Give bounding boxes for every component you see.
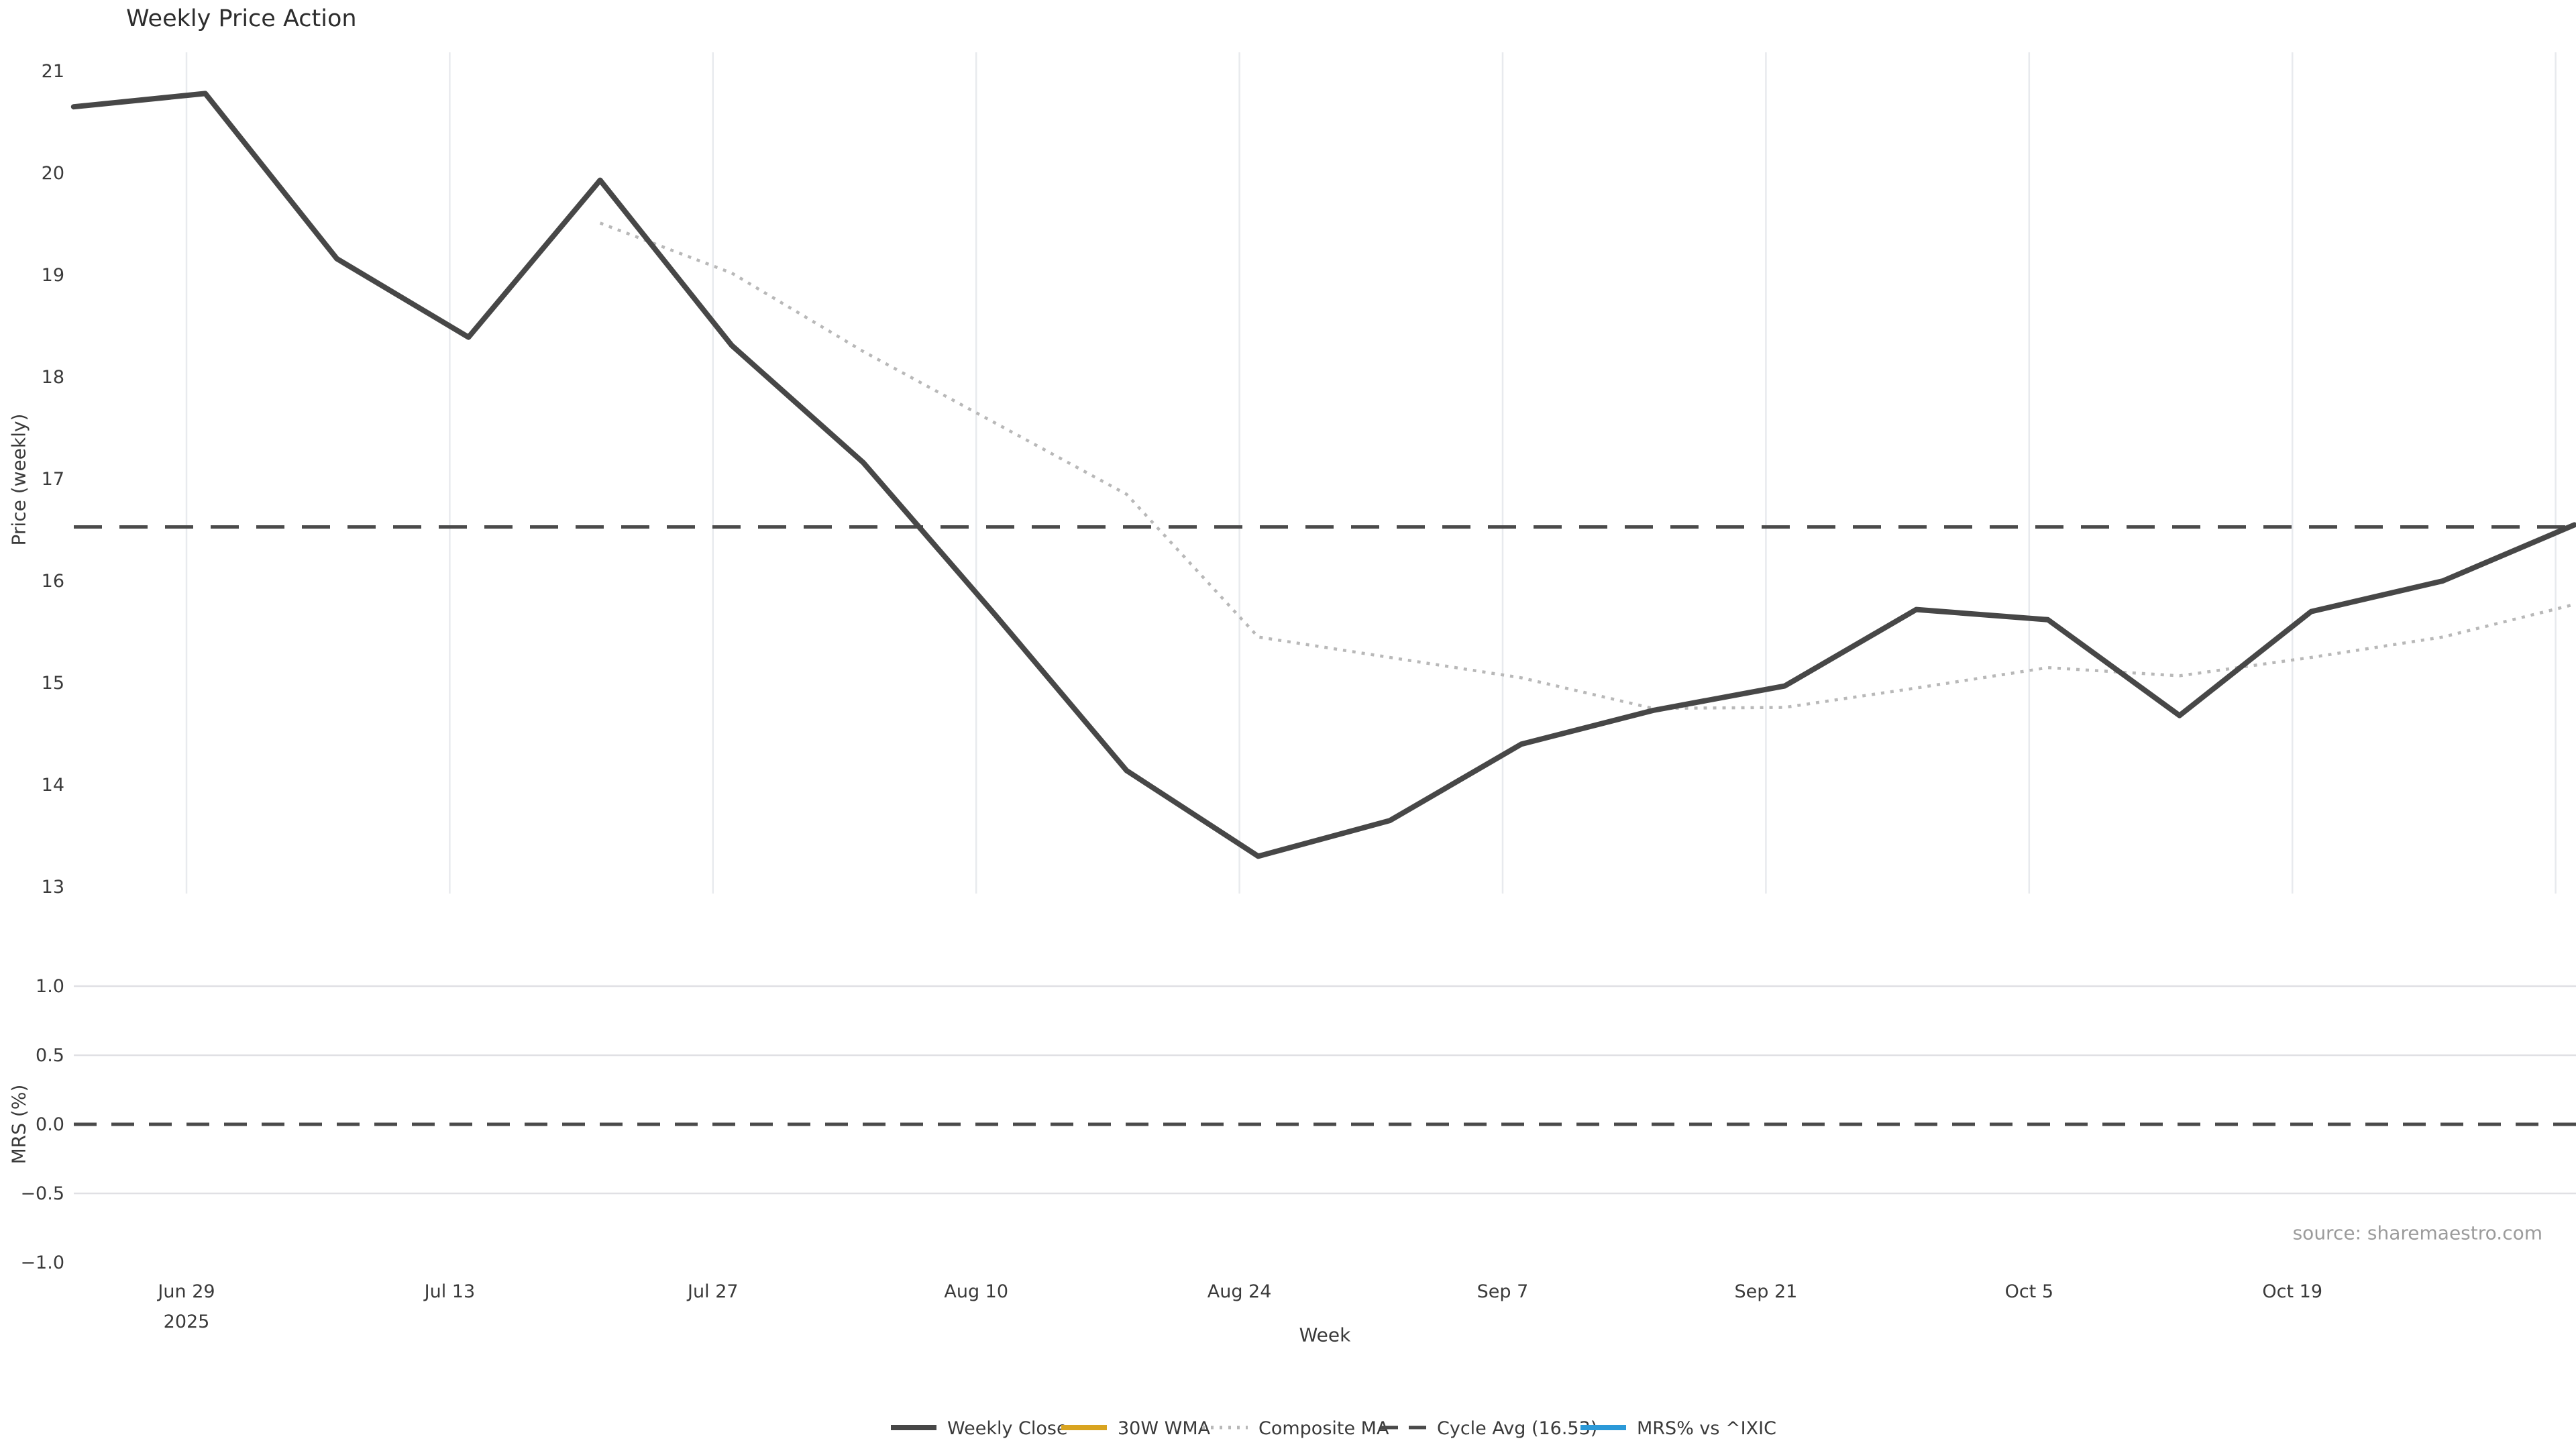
x-tick-label: Oct 5 [2005,1281,2053,1302]
x-tick-label: Jul 27 [686,1281,739,1302]
legend-label: Composite MA [1258,1418,1389,1439]
weekly-close-line [70,91,2576,859]
x-axis-title: Week [1299,1324,1351,1346]
x-tick-label: Sep 21 [1734,1281,1797,1302]
price-tick-label: 20 [42,163,64,184]
price-tick-label: 13 [42,877,64,898]
x-tick-label: Aug 10 [944,1281,1008,1302]
chart-title: Weekly Price Action [126,5,357,32]
x-tick-year-label: 2025 [164,1311,210,1332]
price-tick-label: 17 [42,469,64,490]
mrs-tick-label: 0.5 [36,1045,64,1066]
source-note: source: sharemaestro.com [2292,1222,2542,1244]
mrs-tick-label: 1.0 [36,976,64,997]
x-tick-label: Jun 29 [156,1281,215,1302]
legend-label: 30W WMA [1118,1418,1211,1439]
price-tick-label: 16 [42,571,64,592]
mrs-tick-label: −1.0 [20,1252,64,1273]
x-tick-label: Jul 13 [423,1281,476,1302]
price-tick-label: 21 [42,61,64,82]
legend-label: MRS% vs ^IXIC [1637,1418,1776,1439]
price-tick-label: 14 [42,775,64,796]
price-tick-label: 18 [42,367,64,388]
x-tick-label: Aug 24 [1208,1281,1272,1302]
x-tick-label: Oct 19 [2262,1281,2322,1302]
price-tick-label: 15 [42,673,64,694]
mrs-tick-label: 0.0 [36,1114,64,1135]
legend-label: Weekly Close [947,1418,1068,1439]
price-tick-label: 19 [42,265,64,286]
mrs-tick-label: −0.5 [20,1183,64,1204]
legend-label: Cycle Avg (16.53) [1437,1418,1597,1439]
x-tick-label: Sep 7 [1477,1281,1529,1302]
